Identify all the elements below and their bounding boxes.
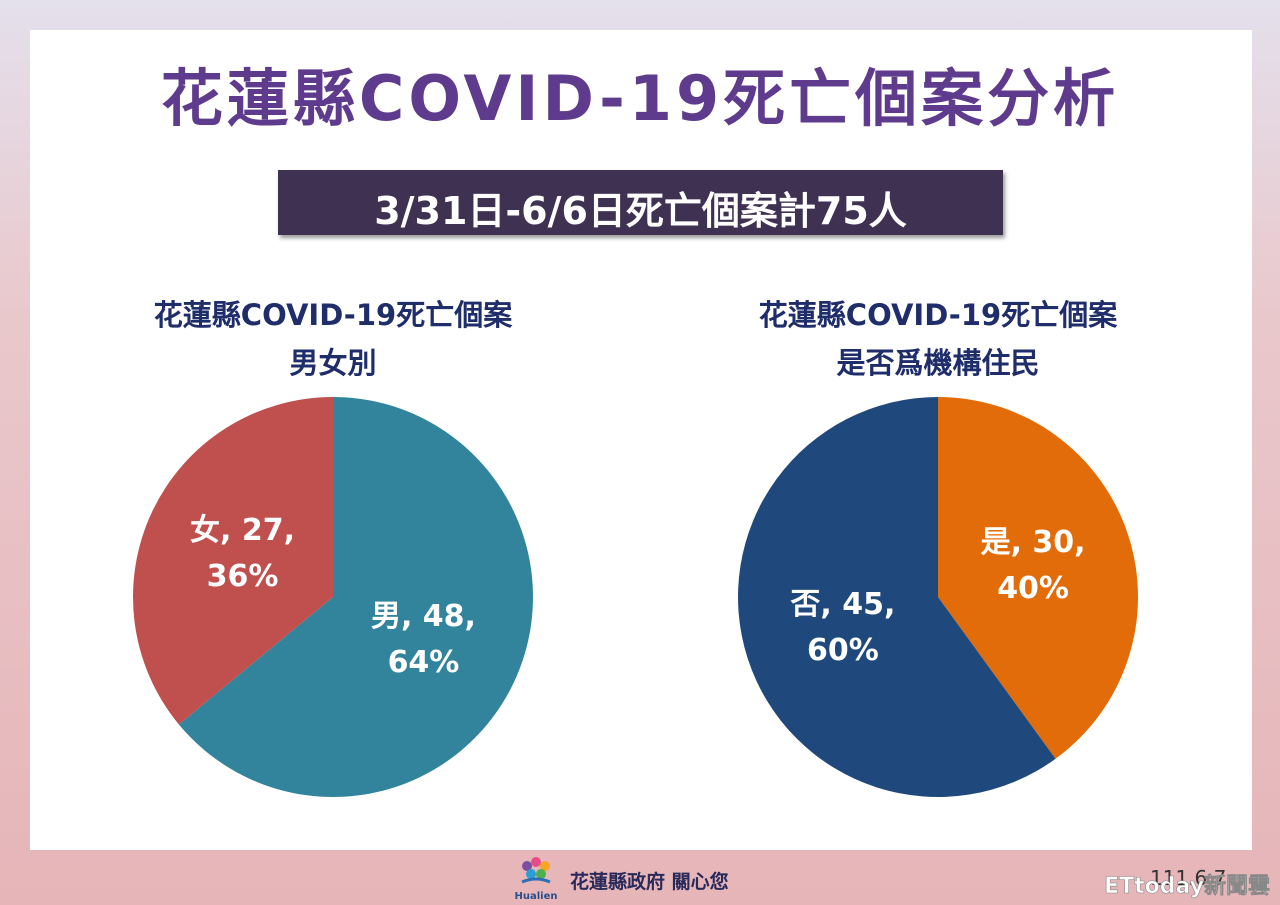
subtitle-bar <box>278 170 1003 235</box>
logo-text: Hualien <box>515 891 558 902</box>
pie-slice <box>938 397 1138 759</box>
slogan: 花蓮縣政府 關心您 <box>570 870 729 893</box>
pie-slice <box>178 397 534 798</box>
logo <box>521 857 551 884</box>
slide-subtitle: 3/31日-6/6日死亡個案計75人 <box>374 189 907 233</box>
pie-slice <box>737 397 1056 798</box>
data-label: 是, 30, 40% <box>980 525 1086 607</box>
chart-subtitle: 男女別 <box>289 346 377 380</box>
slide-title: 花蓮縣COVID-19死亡個案分析 <box>160 62 1120 135</box>
data-label: 女, 27, 36% <box>190 513 296 595</box>
date: 111.6.7 <box>1150 866 1226 890</box>
data-label: 男, 48, 64% <box>370 598 476 680</box>
chart-subtitle: 是否爲機構住民 <box>836 346 1040 380</box>
chart-title: 花蓮縣COVID-19死亡個案 <box>153 298 513 332</box>
chart-title: 花蓮縣COVID-19死亡個案 <box>758 298 1118 332</box>
data-label: 否, 45, 60% <box>790 586 896 668</box>
watermark: ETtoday新聞雲 <box>1104 873 1270 899</box>
pie-slice <box>133 397 333 725</box>
